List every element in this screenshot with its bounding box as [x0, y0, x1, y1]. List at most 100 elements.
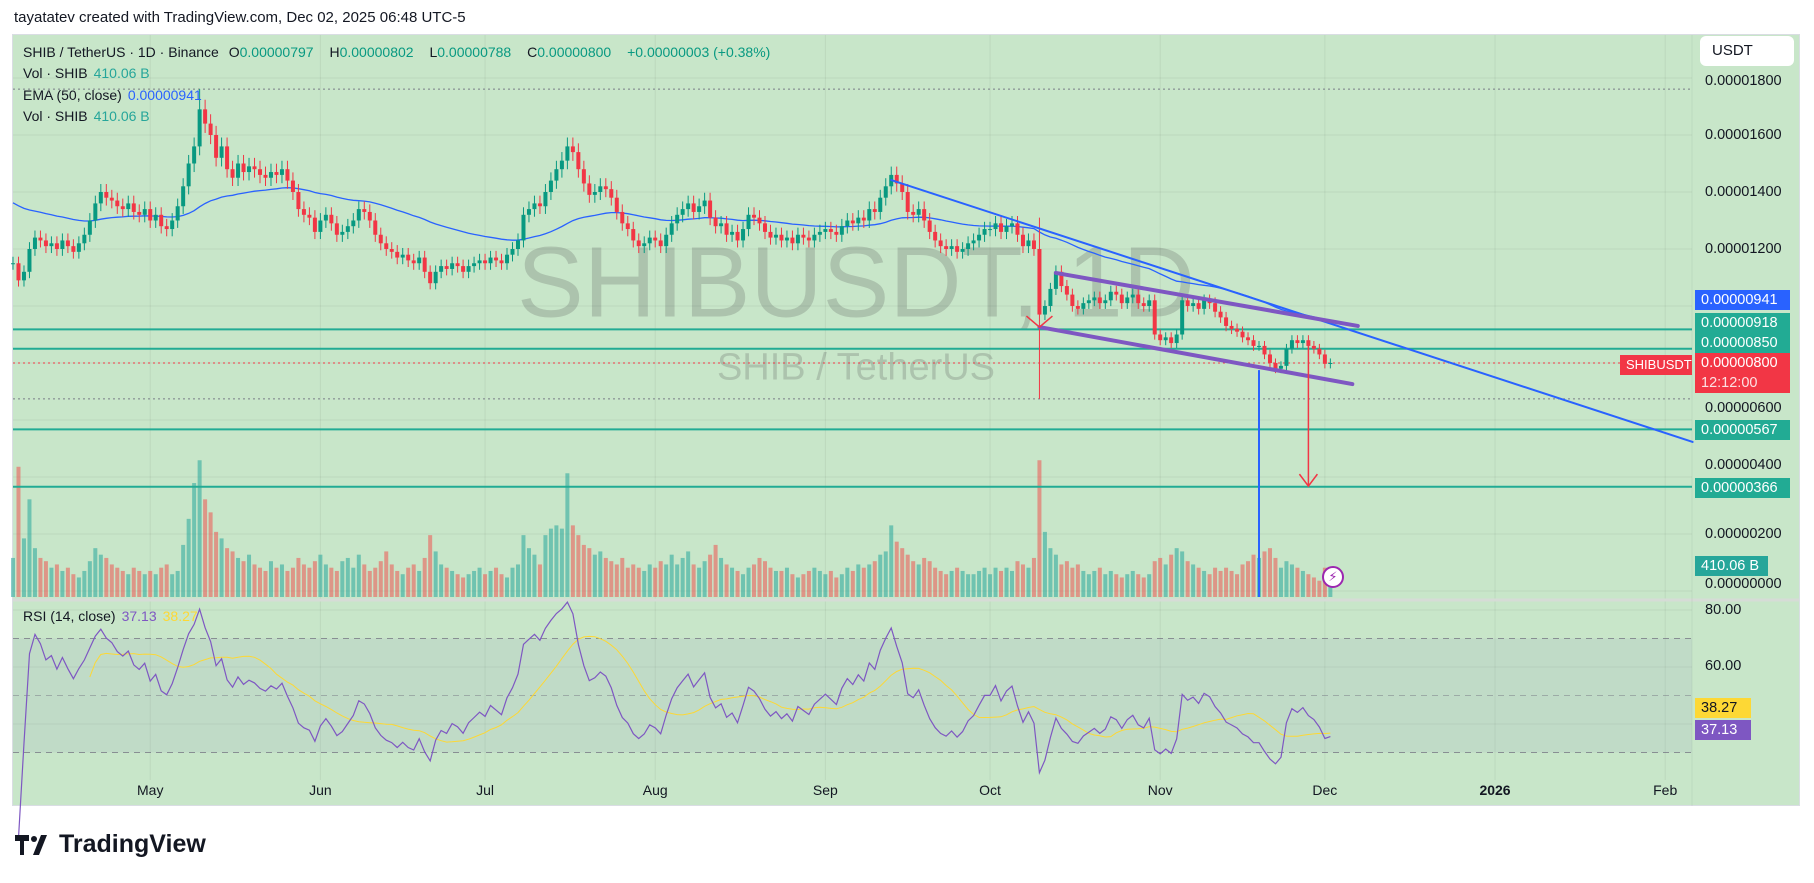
candle [170, 213, 175, 237]
time-tick: Dec [1312, 782, 1338, 798]
volume-bar [153, 574, 158, 597]
candle-body [933, 231, 938, 241]
candle [87, 213, 92, 242]
candle-body [1180, 300, 1185, 335]
volume-bar [515, 564, 520, 597]
price-tick: 0.00001600 [1705, 127, 1782, 143]
volume-bar [922, 557, 927, 597]
volume-bar [548, 528, 553, 597]
candle-body [367, 211, 372, 221]
candle [587, 175, 592, 203]
candle [598, 178, 603, 200]
candle-body [1119, 294, 1124, 304]
volume-bar [795, 577, 800, 597]
candle [362, 201, 367, 220]
candle-body [318, 220, 323, 232]
candle-body [741, 229, 746, 241]
legend-volume-2[interactable]: Vol · SHIB 410.06 B [23, 108, 156, 124]
volume-bar [1235, 574, 1240, 597]
candle-body [806, 237, 811, 241]
legend-ema[interactable]: EMA (50, close) 0.00000941 [23, 87, 208, 103]
candle [71, 239, 76, 259]
candle-body [65, 240, 70, 247]
volume-bar [307, 567, 312, 597]
candle [713, 210, 718, 234]
candle [318, 213, 323, 240]
candle [109, 189, 114, 209]
rsi-tick-60: 60.00 [1705, 658, 1742, 674]
volume-bar [603, 557, 608, 597]
candle-body [801, 234, 806, 238]
volume-bar [1306, 574, 1311, 597]
volume-bar [675, 564, 680, 597]
candle-body [258, 169, 263, 175]
candle [636, 233, 641, 254]
volume-bar [1169, 554, 1174, 597]
candle [1026, 233, 1031, 254]
volume-label: Vol · SHIB [23, 65, 88, 81]
volume-bar [225, 548, 230, 597]
volume-bar [60, 570, 65, 597]
candle-body [340, 231, 345, 235]
candle-body [170, 220, 175, 230]
candle [21, 265, 26, 287]
volume-bar [472, 570, 477, 597]
candle-body [307, 214, 312, 218]
chart-frame[interactable] [12, 34, 1800, 806]
legend-volume[interactable]: Vol · SHIB 410.06 B [23, 65, 156, 81]
candle-body [839, 226, 844, 235]
candle [916, 201, 921, 223]
candle-body [1163, 337, 1168, 341]
candle [236, 154, 241, 187]
alert-lightning-button[interactable]: ⚡ [1322, 566, 1344, 588]
volume-bar [741, 574, 746, 597]
volume-bar [878, 554, 883, 597]
volume-bar [537, 564, 542, 597]
candle-body [576, 152, 581, 170]
candle-body [82, 234, 87, 244]
volume-bar [236, 557, 241, 597]
candle [1262, 340, 1267, 360]
candle [1141, 297, 1146, 312]
candle [1081, 297, 1086, 315]
candle [1235, 323, 1240, 337]
candle-body [570, 146, 575, 153]
price-tick: 0.00000400 [1705, 457, 1782, 473]
volume-bar [258, 567, 263, 597]
candle-body [439, 266, 444, 272]
legend-rsi[interactable]: RSI (14, close) 37.13 38.27 [23, 608, 204, 624]
rsi-ma-value: 38.27 [162, 608, 198, 624]
candle-body [1174, 334, 1179, 344]
tradingview-logo[interactable]: TradingView [15, 830, 206, 859]
candle-body [93, 203, 98, 221]
candle [444, 259, 449, 276]
candle-body [279, 169, 284, 175]
volume-bar [345, 557, 350, 597]
volume-bar [120, 570, 125, 597]
candle-body [603, 186, 608, 190]
candle [428, 265, 433, 290]
candle [960, 242, 965, 259]
candle [1240, 326, 1245, 343]
candle-body [241, 163, 246, 173]
time-tick: Feb [1653, 782, 1678, 798]
volume-bar [1152, 561, 1157, 597]
legend-symbol[interactable]: SHIB / TetherUS · 1D · Binance [23, 44, 219, 60]
candle-body [1196, 303, 1201, 309]
candle-body [1125, 297, 1130, 304]
candle [38, 230, 43, 248]
candle-body [999, 223, 1004, 232]
currency-button[interactable]: USDT [1700, 36, 1794, 66]
volume-bar [192, 483, 197, 597]
candle-body [735, 231, 740, 241]
candle [686, 195, 691, 217]
volume-bar [389, 564, 394, 597]
candle-body [98, 192, 103, 204]
candle-body [850, 220, 855, 224]
volume-bar [1114, 574, 1119, 597]
candle [422, 250, 427, 279]
candle-body [1235, 328, 1240, 332]
candle-body [1026, 240, 1031, 247]
candle [966, 236, 971, 256]
